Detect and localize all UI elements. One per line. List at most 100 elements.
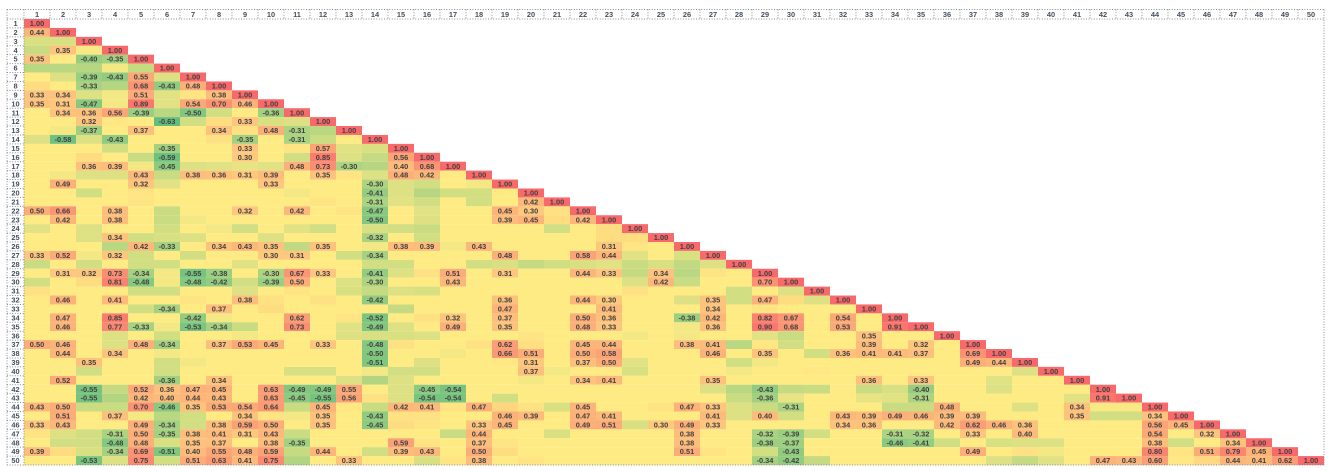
svg-text:0.44: 0.44 [576, 296, 591, 305]
svg-text:-0.48: -0.48 [133, 278, 150, 287]
svg-text:48: 48 [11, 438, 19, 447]
svg-text:0.66: 0.66 [56, 206, 70, 215]
svg-text:39: 39 [11, 358, 19, 367]
svg-text:-0.36: -0.36 [263, 108, 280, 117]
svg-text:0.43: 0.43 [446, 278, 460, 287]
svg-text:0.32: 0.32 [108, 251, 122, 260]
svg-text:0.41: 0.41 [108, 296, 122, 305]
svg-text:9: 9 [243, 10, 247, 19]
svg-text:17: 17 [449, 10, 457, 19]
svg-text:39: 39 [1021, 10, 1029, 19]
svg-text:1.00: 1.00 [862, 305, 876, 314]
svg-text:0.41: 0.41 [420, 403, 434, 412]
svg-text:20: 20 [527, 10, 535, 19]
svg-text:0.47: 0.47 [576, 412, 590, 421]
svg-text:0.44: 0.44 [186, 394, 201, 403]
svg-text:3: 3 [13, 37, 17, 46]
svg-text:26: 26 [11, 242, 19, 251]
svg-text:1.00: 1.00 [628, 224, 642, 233]
svg-text:-0.38: -0.38 [757, 438, 774, 447]
svg-text:42: 42 [1099, 10, 1107, 19]
svg-text:0.36: 0.36 [82, 108, 96, 117]
svg-text:2: 2 [13, 28, 17, 37]
svg-text:0.85: 0.85 [316, 153, 330, 162]
svg-text:1.00: 1.00 [1174, 412, 1188, 421]
svg-text:1.00: 1.00 [1200, 420, 1214, 429]
svg-text:5: 5 [13, 55, 17, 64]
svg-text:38: 38 [995, 10, 1003, 19]
svg-text:0.39: 0.39 [264, 171, 278, 180]
svg-text:0.35: 0.35 [56, 46, 70, 55]
svg-text:-0.42: -0.42 [783, 456, 800, 465]
svg-text:0.33: 0.33 [30, 90, 44, 99]
svg-text:0.47: 0.47 [758, 296, 772, 305]
svg-text:0.48: 0.48 [134, 438, 148, 447]
svg-text:0.39: 0.39 [420, 242, 434, 251]
svg-text:10: 10 [11, 99, 19, 108]
svg-text:33: 33 [865, 10, 873, 19]
svg-text:0.37: 0.37 [212, 438, 226, 447]
svg-text:0.32: 0.32 [914, 340, 928, 349]
svg-text:0.44: 0.44 [576, 269, 591, 278]
svg-text:16: 16 [11, 153, 19, 162]
svg-text:22: 22 [579, 10, 587, 19]
svg-text:0.32: 0.32 [134, 180, 148, 189]
svg-text:16: 16 [423, 10, 431, 19]
svg-text:0.32: 0.32 [238, 206, 252, 215]
svg-text:0.45: 0.45 [1252, 447, 1266, 456]
svg-text:0.51: 0.51 [56, 412, 70, 421]
svg-text:44: 44 [1151, 10, 1160, 19]
svg-text:45: 45 [11, 412, 19, 421]
svg-text:40: 40 [11, 367, 19, 376]
svg-text:1.00: 1.00 [290, 108, 304, 117]
svg-text:1.00: 1.00 [992, 349, 1006, 358]
svg-text:0.39: 0.39 [498, 215, 512, 224]
svg-text:0.75: 0.75 [134, 456, 148, 465]
svg-text:0.70: 0.70 [758, 278, 772, 287]
svg-text:0.34: 0.34 [56, 108, 71, 117]
svg-text:6: 6 [13, 64, 17, 73]
svg-text:30: 30 [11, 278, 19, 287]
svg-text:0.85: 0.85 [108, 313, 122, 322]
svg-text:0.38: 0.38 [680, 340, 694, 349]
svg-text:0.43: 0.43 [212, 394, 226, 403]
svg-text:-0.53: -0.53 [81, 456, 98, 465]
svg-text:28: 28 [11, 260, 19, 269]
svg-text:0.35: 0.35 [316, 420, 330, 429]
svg-text:0.37: 0.37 [108, 412, 122, 421]
svg-text:46: 46 [1203, 10, 1211, 19]
svg-text:0.47: 0.47 [186, 385, 200, 394]
svg-text:0.46: 0.46 [498, 412, 512, 421]
svg-text:1.00: 1.00 [1070, 376, 1084, 385]
svg-text:1.00: 1.00 [212, 82, 226, 91]
svg-text:0.53: 0.53 [212, 403, 226, 412]
svg-text:0.44: 0.44 [602, 340, 617, 349]
svg-text:10: 10 [267, 10, 275, 19]
svg-text:4: 4 [113, 10, 118, 19]
svg-text:1.00: 1.00 [238, 90, 252, 99]
svg-text:14: 14 [371, 10, 380, 19]
svg-text:0.35: 0.35 [706, 376, 720, 385]
svg-text:27: 27 [709, 10, 717, 19]
svg-text:-0.52: -0.52 [367, 313, 384, 322]
svg-text:-0.49: -0.49 [367, 322, 384, 331]
svg-text:0.43: 0.43 [420, 447, 434, 456]
svg-text:0.91: 0.91 [1096, 394, 1110, 403]
svg-text:0.36: 0.36 [498, 296, 512, 305]
svg-text:0.50: 0.50 [56, 403, 70, 412]
svg-text:-0.41: -0.41 [367, 269, 384, 278]
svg-text:0.62: 0.62 [290, 313, 304, 322]
svg-text:-0.34: -0.34 [211, 322, 229, 331]
svg-text:-0.39: -0.39 [133, 108, 150, 117]
svg-text:0.31: 0.31 [602, 242, 616, 251]
svg-text:0.35: 0.35 [758, 349, 772, 358]
svg-text:0.52: 0.52 [134, 385, 148, 394]
svg-text:0.46: 0.46 [56, 322, 70, 331]
svg-text:-0.41: -0.41 [367, 189, 384, 198]
svg-text:0.38: 0.38 [1148, 438, 1162, 447]
svg-text:-0.39: -0.39 [263, 278, 280, 287]
svg-text:0.33: 0.33 [966, 429, 980, 438]
svg-text:-0.35: -0.35 [237, 135, 254, 144]
svg-text:0.62: 0.62 [1278, 456, 1292, 465]
svg-text:0.56: 0.56 [342, 394, 356, 403]
